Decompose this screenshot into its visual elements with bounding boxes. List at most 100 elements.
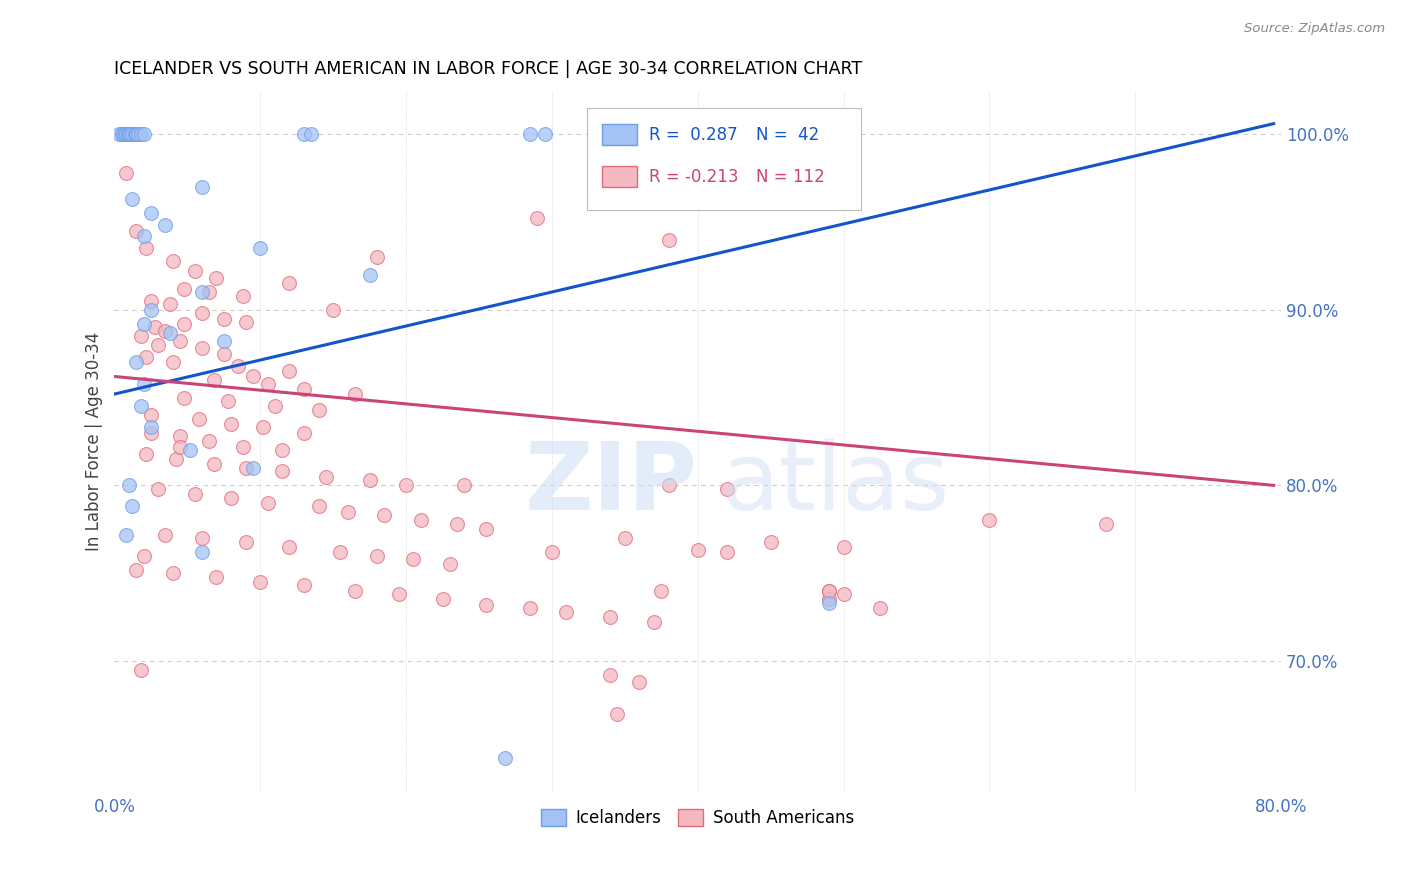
Point — [869, 601, 891, 615]
Point — [1095, 516, 1118, 531]
Point — [125, 563, 148, 577]
Point — [235, 460, 257, 475]
Point — [232, 289, 254, 303]
Point — [533, 127, 555, 141]
Point — [818, 583, 841, 598]
FancyBboxPatch shape — [602, 166, 637, 187]
Text: ICELANDER VS SOUTH AMERICAN IN LABOR FORCE | AGE 30-34 CORRELATION CHART: ICELANDER VS SOUTH AMERICAN IN LABOR FOR… — [114, 60, 862, 78]
Point — [716, 545, 738, 559]
Point — [212, 346, 235, 360]
Point — [212, 334, 235, 349]
Point — [121, 192, 143, 206]
Point — [159, 297, 181, 311]
Point — [139, 408, 162, 422]
Point — [249, 241, 271, 255]
Point — [232, 440, 254, 454]
Point — [818, 592, 841, 607]
Point — [162, 355, 184, 369]
Point — [202, 458, 225, 472]
Point — [650, 583, 672, 598]
Point — [292, 127, 315, 141]
Point — [191, 545, 214, 559]
Point — [359, 473, 381, 487]
Point — [235, 534, 257, 549]
FancyBboxPatch shape — [602, 124, 637, 145]
Point — [599, 668, 621, 682]
Point — [115, 127, 138, 141]
Point — [132, 549, 155, 563]
Point — [169, 334, 191, 349]
Point — [129, 127, 152, 141]
Point — [173, 391, 195, 405]
Point — [686, 543, 709, 558]
Point — [139, 420, 162, 434]
Point — [366, 250, 388, 264]
Point — [263, 400, 285, 414]
Point — [125, 127, 148, 141]
Point — [205, 271, 228, 285]
Point — [453, 478, 475, 492]
Point — [235, 315, 257, 329]
Point — [343, 387, 366, 401]
Point — [832, 540, 855, 554]
Point — [198, 285, 221, 300]
Point — [409, 513, 432, 527]
Point — [613, 531, 636, 545]
Point — [606, 706, 628, 721]
Point — [716, 482, 738, 496]
Point — [217, 394, 239, 409]
Point — [129, 663, 152, 677]
Point — [191, 306, 214, 320]
FancyBboxPatch shape — [586, 108, 860, 210]
Point — [494, 750, 516, 764]
Text: Source: ZipAtlas.com: Source: ZipAtlas.com — [1244, 22, 1385, 36]
Point — [292, 425, 315, 440]
Point — [169, 429, 191, 443]
Point — [155, 219, 177, 233]
Text: ZIP: ZIP — [524, 438, 697, 530]
Point — [173, 282, 195, 296]
Point — [159, 326, 181, 340]
Point — [125, 224, 148, 238]
Point — [643, 615, 665, 630]
Point — [129, 400, 152, 414]
Point — [155, 527, 177, 541]
Point — [162, 253, 184, 268]
Point — [191, 285, 214, 300]
Text: R =  0.287: R = 0.287 — [648, 126, 737, 144]
Point — [118, 127, 141, 141]
Legend: Icelanders, South Americans: Icelanders, South Americans — [534, 802, 862, 833]
Point — [519, 127, 541, 141]
Point — [818, 583, 841, 598]
Point — [127, 127, 149, 141]
Point — [322, 302, 344, 317]
Point — [129, 329, 152, 343]
Point — [628, 675, 651, 690]
Point — [112, 127, 135, 141]
Point — [228, 359, 250, 373]
Point — [132, 317, 155, 331]
Point — [439, 558, 461, 572]
Point — [118, 478, 141, 492]
Point — [191, 342, 214, 356]
Point — [278, 540, 301, 554]
Point — [271, 464, 294, 478]
Point — [395, 478, 418, 492]
Point — [759, 534, 782, 549]
Point — [125, 355, 148, 369]
Point — [188, 411, 211, 425]
Point — [115, 166, 138, 180]
Point — [179, 443, 201, 458]
Point — [388, 587, 411, 601]
Point — [657, 233, 679, 247]
Point — [818, 596, 841, 610]
Point — [256, 376, 278, 391]
Point — [135, 241, 157, 255]
Point — [135, 447, 157, 461]
Point — [252, 420, 274, 434]
Point — [446, 516, 468, 531]
Point — [329, 545, 352, 559]
Point — [162, 566, 184, 581]
Point — [117, 127, 139, 141]
Point — [212, 311, 235, 326]
